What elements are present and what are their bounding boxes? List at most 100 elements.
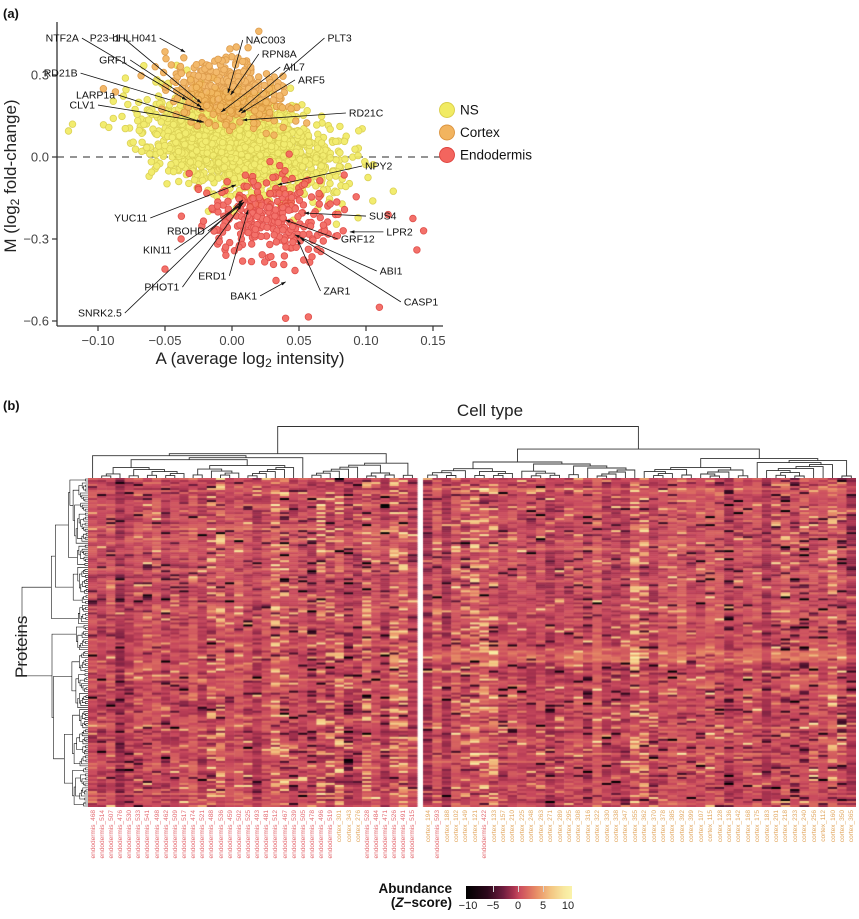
heatmap-column-label: cortex_350 — [838, 810, 846, 843]
gene-annotation-arrow — [304, 211, 367, 217]
colorbar-tick-number: 5 — [539, 900, 547, 912]
heatmap-column-label: cortex_399 — [688, 810, 696, 843]
heatmap-column-label: cortex_256 — [810, 810, 818, 843]
heatmap-column-label: cortex_316 — [584, 810, 592, 843]
heatmap-column-label: endodermis_519 — [327, 810, 335, 859]
heatmap-column-label: endodermis_502 — [235, 810, 243, 859]
heatmap-column-label: endodermis_517 — [181, 810, 188, 859]
heatmap-column-label: cortex_378 — [660, 810, 667, 843]
heatmap-column-label: cortex_201 — [773, 810, 780, 843]
heatmap-column-label: endodermis_530 — [126, 810, 134, 859]
heatmap-column-label: endodermis_468 — [89, 810, 97, 859]
gene-label: YUC11 — [114, 212, 147, 224]
heatmap-column-label: cortex_121 — [471, 810, 479, 843]
gene-label: GRF1 — [99, 54, 127, 66]
gene-label: ERD1 — [198, 270, 226, 282]
heatmap-column-label: cortex_102 — [452, 810, 460, 843]
heatmap-column-label: endodermis_498 — [153, 810, 161, 859]
heatmap-column-label: endodermis_525 — [244, 810, 252, 859]
heatmap-column-label: endodermis_422 — [481, 810, 489, 859]
gene-label: PHOT1 — [144, 282, 179, 294]
legend-item-cortex: Cortex — [439, 124, 500, 141]
gene-label: ZAR1 — [323, 285, 350, 297]
heatmap-column-label: cortex_355 — [631, 810, 639, 843]
gene-label: NPY2 — [365, 161, 393, 173]
row-dendrogram — [21, 478, 88, 807]
gene-annotation-arrow — [221, 66, 281, 113]
gene-label: AIL7 — [283, 62, 305, 74]
gene-annotation-arrow — [80, 72, 205, 111]
gene-annotation-arrow — [150, 184, 237, 219]
gene-label: CASP1 — [404, 296, 439, 308]
legend-label: Endodermis — [460, 148, 532, 163]
gene-annotation-arrow — [285, 219, 338, 240]
heatmap-column-label: endodermis_541 — [144, 810, 152, 859]
heatmap-column-label: cortex_168 — [744, 810, 752, 843]
gene-annotation-arrow — [97, 104, 205, 123]
y-axis-title: M (log2 fold-change) — [1, 99, 22, 252]
colorbar-label-line2: (Z−score) — [390, 895, 452, 910]
gene-annotation-arrow — [81, 37, 187, 101]
heatmap-column-label: cortex_128 — [716, 810, 724, 843]
gene-label: bHLH041 — [112, 33, 157, 45]
heatmap-column-label: cortex_370 — [650, 810, 658, 843]
heatmap-column-label: endodermis_471 — [382, 810, 389, 859]
gene-annotation-arrow — [227, 39, 244, 94]
heatmap-column-label: cortex_248 — [528, 810, 536, 843]
x-tick-label: −0.10 — [82, 333, 115, 348]
panel-b-title: Cell type — [456, 401, 524, 420]
panel-a-tag: (a) — [3, 6, 19, 21]
heatmap-column-label: cortex_301 — [336, 810, 344, 843]
colorbar-gradient — [466, 886, 572, 899]
heatmap-column-label: cortex_330 — [603, 810, 611, 843]
legend-label: NS — [460, 103, 479, 118]
heatmap-column-label: endodermis_491 — [400, 810, 408, 859]
heatmap-column-label: cortex_225 — [518, 810, 526, 843]
heatmap-column-label: cortex_188 — [443, 810, 451, 843]
gene-label: P23−1 — [90, 33, 121, 45]
gene-annotation-arrow — [300, 237, 402, 303]
panel-a-ma-plot: 0.3 0.0 −0.3 −0.6 −0.10 −0.05 0.00 0.05 0.10 0.15… — [1, 22, 532, 370]
heatmap-column-label: endodermis_526 — [391, 810, 399, 859]
gene-annotation-arrow — [124, 199, 243, 314]
gene-label: NAC003 — [246, 35, 286, 47]
heatmap-column-label: cortex_385 — [669, 810, 677, 843]
heatmap-column-label: cortex_183 — [763, 810, 771, 843]
gene-label: RD21C — [349, 107, 384, 119]
gene-label: KIN11 — [143, 244, 172, 256]
y-tick-label: −0.3 — [23, 231, 49, 246]
heatmap-column-label: cortex_276 — [354, 810, 362, 843]
heatmap-column-label: cortex_142 — [735, 810, 743, 843]
colorbar-tick-mark — [543, 886, 544, 892]
heatmap-column-label: endodermis_488 — [208, 810, 216, 859]
heatmap-column-label: cortex_218 — [782, 810, 790, 843]
scatter-points-endodermis — [161, 150, 428, 322]
heatmap-column-label: cortex_160 — [829, 810, 837, 843]
heatmap-column-label: endodermis_536 — [217, 810, 225, 859]
y-tick-label: 0.0 — [31, 150, 49, 165]
colorbar-tick-number: −10 — [458, 900, 478, 912]
heatmap-column-label: cortex_210 — [509, 810, 517, 843]
heatmap-column-label: endodermis_467 — [281, 810, 289, 859]
x-tick-label: 0.15 — [420, 333, 445, 348]
gene-annotation-arrow — [159, 37, 186, 53]
gene-label: GRF12 — [341, 233, 375, 245]
heatmap-column-label: cortex_240 — [801, 810, 809, 843]
gene-label: LPR2 — [386, 226, 412, 238]
heatmap-column-label: cortex_362 — [641, 810, 649, 843]
heatmap-column-label: cortex_175 — [754, 810, 762, 843]
gene-label: SUS4 — [369, 211, 397, 223]
heatmap-column-label: endodermis_459 — [226, 810, 234, 859]
legend-label: Cortex — [460, 125, 500, 140]
heatmap-column-label: endodermis_593 — [434, 810, 442, 859]
heatmap-column-label: endodermis_478 — [308, 810, 316, 859]
heatmap-column-label: cortex_308 — [575, 810, 583, 843]
colorbar-tick-number: 10 — [561, 900, 575, 912]
heatmap-column-label: endodermis_514 — [98, 810, 106, 859]
colorbar-label-line1: Abundance — [378, 881, 452, 896]
gene-label: CLV1 — [70, 100, 96, 112]
colorbar-tick-mark — [493, 886, 494, 892]
heatmap-column-label: cortex_365 — [848, 810, 856, 843]
heatmap-column-label: endodermis_462 — [162, 810, 170, 859]
x-tick-label: 0.10 — [353, 333, 378, 348]
